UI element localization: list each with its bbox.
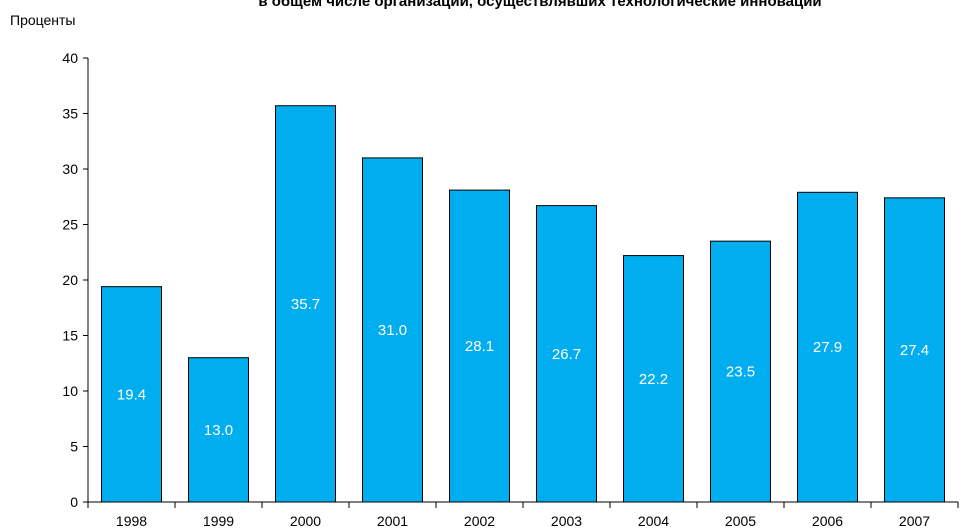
x-axis: 1998 1999 2000 2001 2002 2003 2004 2005 2006 2007 [87,501,959,529]
data-label-2004: 22.2 [639,371,668,388]
y-tick-label: 30 [62,161,78,177]
bar-1999 [188,357,249,503]
data-label-1998: 19.4 [117,386,146,403]
data-label-2007: 27.4 [900,342,929,359]
bar-2001 [362,157,423,503]
x-tick-label-2005: 2005 [725,513,756,529]
x-tick-label-1999: 1999 [203,513,234,529]
x-tick-label-2006: 2006 [812,513,843,529]
y-axis: 0 5 10 15 20 25 30 35 40 [62,50,89,510]
bar-2004 [623,255,684,503]
y-tick-label: 15 [62,328,78,344]
bar-2007 [884,197,945,503]
bar-2006 [797,191,858,503]
x-tick-label-1998: 1998 [116,513,147,529]
data-label-2005: 23.5 [726,364,755,381]
x-tick-label-2000: 2000 [290,513,321,529]
bar-1998 [101,286,162,503]
x-tick-label-2004: 2004 [638,513,669,529]
y-tick-label: 35 [62,106,78,122]
bar-2003 [536,205,597,503]
y-tick-label: 25 [62,217,78,233]
y-tick-label: 5 [70,439,78,455]
bar-2002 [449,189,510,503]
y-tick-label: 20 [62,272,78,288]
y-tick-label: 40 [62,50,78,66]
data-label-2006: 27.9 [813,339,842,356]
chart-title: в общем числе организаций, осуществлявши… [258,0,821,10]
data-label-1999: 13.0 [204,422,233,439]
y-axis-label: Проценты [10,12,76,28]
data-label-2000: 35.7 [291,296,320,313]
data-label-2001: 31.0 [378,322,407,339]
bar-2005 [710,240,771,503]
x-tick-label-2002: 2002 [464,513,495,529]
y-tick-label: 10 [62,383,78,399]
bar-series: 19.4 13.0 35.7 31.0 28.1 26.7 22.2 23.5 27.9 27.4 [101,105,945,503]
x-tick-label-2007: 2007 [899,513,930,529]
x-tick-label-2001: 2001 [377,513,408,529]
data-label-2003: 26.7 [552,346,581,363]
y-tick-label: 0 [70,494,78,510]
data-label-2002: 28.1 [465,338,494,355]
x-tick-label-2003: 2003 [551,513,582,529]
